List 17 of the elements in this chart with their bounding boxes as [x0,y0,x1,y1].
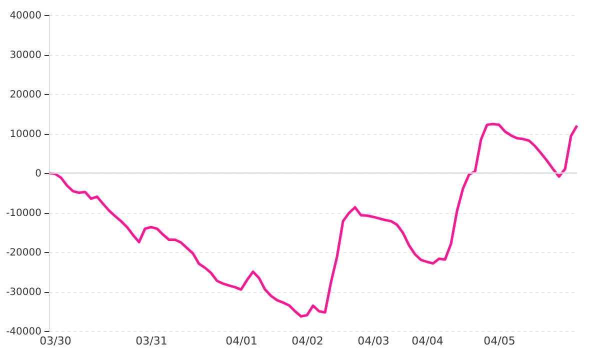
y-tick-label: 30000 [10,50,42,61]
x-tick-label: 04/03 [358,334,390,348]
y-tick-label: 0 [35,168,42,180]
y-tick-label: -20000 [6,248,42,258]
y-tick-label: -10000 [6,208,42,219]
x-tick-label: 04/02 [292,334,324,348]
x-tick-label: 04/04 [412,334,444,348]
y-tick-label: -30000 [6,287,42,298]
x-tick-label: 04/05 [484,334,516,348]
y-tick-label: 40000 [10,10,42,22]
line-series [48,122,578,318]
y-tick-label: 20000 [10,90,42,100]
y-tick-label: 10000 [10,129,42,140]
x-tick-label: 04/01 [226,334,258,348]
x-tick-label: 03/30 [40,334,72,348]
x-tick-label: 03/31 [136,334,168,348]
y-tick-label: -40000 [6,326,42,338]
